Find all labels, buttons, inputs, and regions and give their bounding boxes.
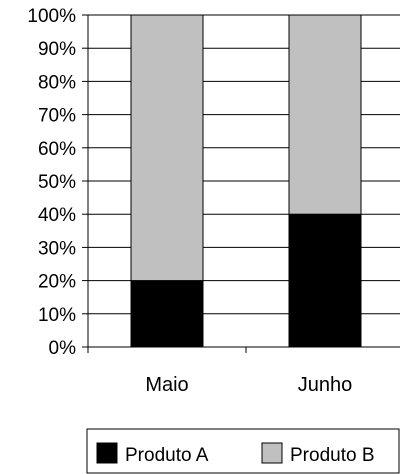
y-tick-label: 20% xyxy=(38,272,76,293)
y-tick-labels: 0% 10% 20% 30% 40% 50% 60% 70% 80% 90% 100% xyxy=(27,6,76,359)
legend: Produto A Produto B xyxy=(86,428,400,474)
bar-produto-a-junho xyxy=(288,213,362,348)
y-tick-label: 0% xyxy=(49,338,77,359)
y-tick-label: 30% xyxy=(38,238,76,259)
bar-produto-b-junho xyxy=(288,14,362,215)
y-tick-label: 70% xyxy=(38,106,76,127)
legend-swatch-produto-a xyxy=(96,442,118,464)
x-category-label: Maio xyxy=(145,374,188,396)
y-tick-label: 90% xyxy=(38,39,76,60)
x-category-label: Junho xyxy=(298,374,353,396)
legend-label: Produto A xyxy=(125,445,209,466)
y-tick-label: 80% xyxy=(38,72,76,93)
y-tick-label: 40% xyxy=(38,205,76,226)
y-tick-label: 50% xyxy=(38,172,76,193)
bar-produto-b-maio xyxy=(130,14,204,282)
bar-produto-a-maio xyxy=(130,280,204,348)
axes xyxy=(82,14,400,353)
y-tick-label: 10% xyxy=(38,305,76,326)
legend-label: Produto B xyxy=(290,445,375,466)
y-tick-label: 60% xyxy=(38,139,76,160)
x-category-labels: Maio Junho xyxy=(145,374,352,396)
legend-swatch-produto-b xyxy=(261,442,283,464)
legend-box xyxy=(86,428,400,474)
y-tick-label: 100% xyxy=(27,6,76,27)
